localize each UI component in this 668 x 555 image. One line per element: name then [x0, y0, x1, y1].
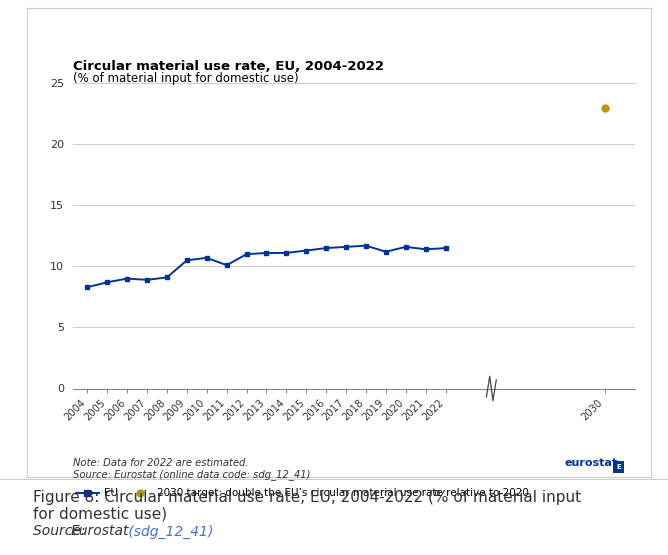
- Text: Eurostat: Eurostat: [70, 524, 129, 538]
- Legend: EU, 2030 target: double the EU’s circular material use rate relative to 2020: EU, 2030 target: double the EU’s circula…: [76, 488, 528, 498]
- Text: Figure 8: Circular material use rate, EU, 2004-2022 (% of material input: Figure 8: Circular material use rate, EU…: [33, 490, 582, 504]
- Text: (% of material input for domestic use): (% of material input for domestic use): [73, 72, 299, 85]
- Text: Source: Eurostat (online data code: sdg_12_41): Source: Eurostat (online data code: sdg_…: [73, 469, 311, 480]
- Text: eurostat: eurostat: [564, 458, 618, 468]
- Text: Source:: Source:: [33, 524, 90, 538]
- Text: for domestic use): for domestic use): [33, 506, 168, 521]
- Text: (sdg_12_41): (sdg_12_41): [124, 524, 213, 538]
- Text: E: E: [616, 464, 621, 470]
- Text: Circular material use rate, EU, 2004-2022: Circular material use rate, EU, 2004-202…: [73, 60, 385, 73]
- Text: Note: Data for 2022 are estimated.: Note: Data for 2022 are estimated.: [73, 458, 249, 468]
